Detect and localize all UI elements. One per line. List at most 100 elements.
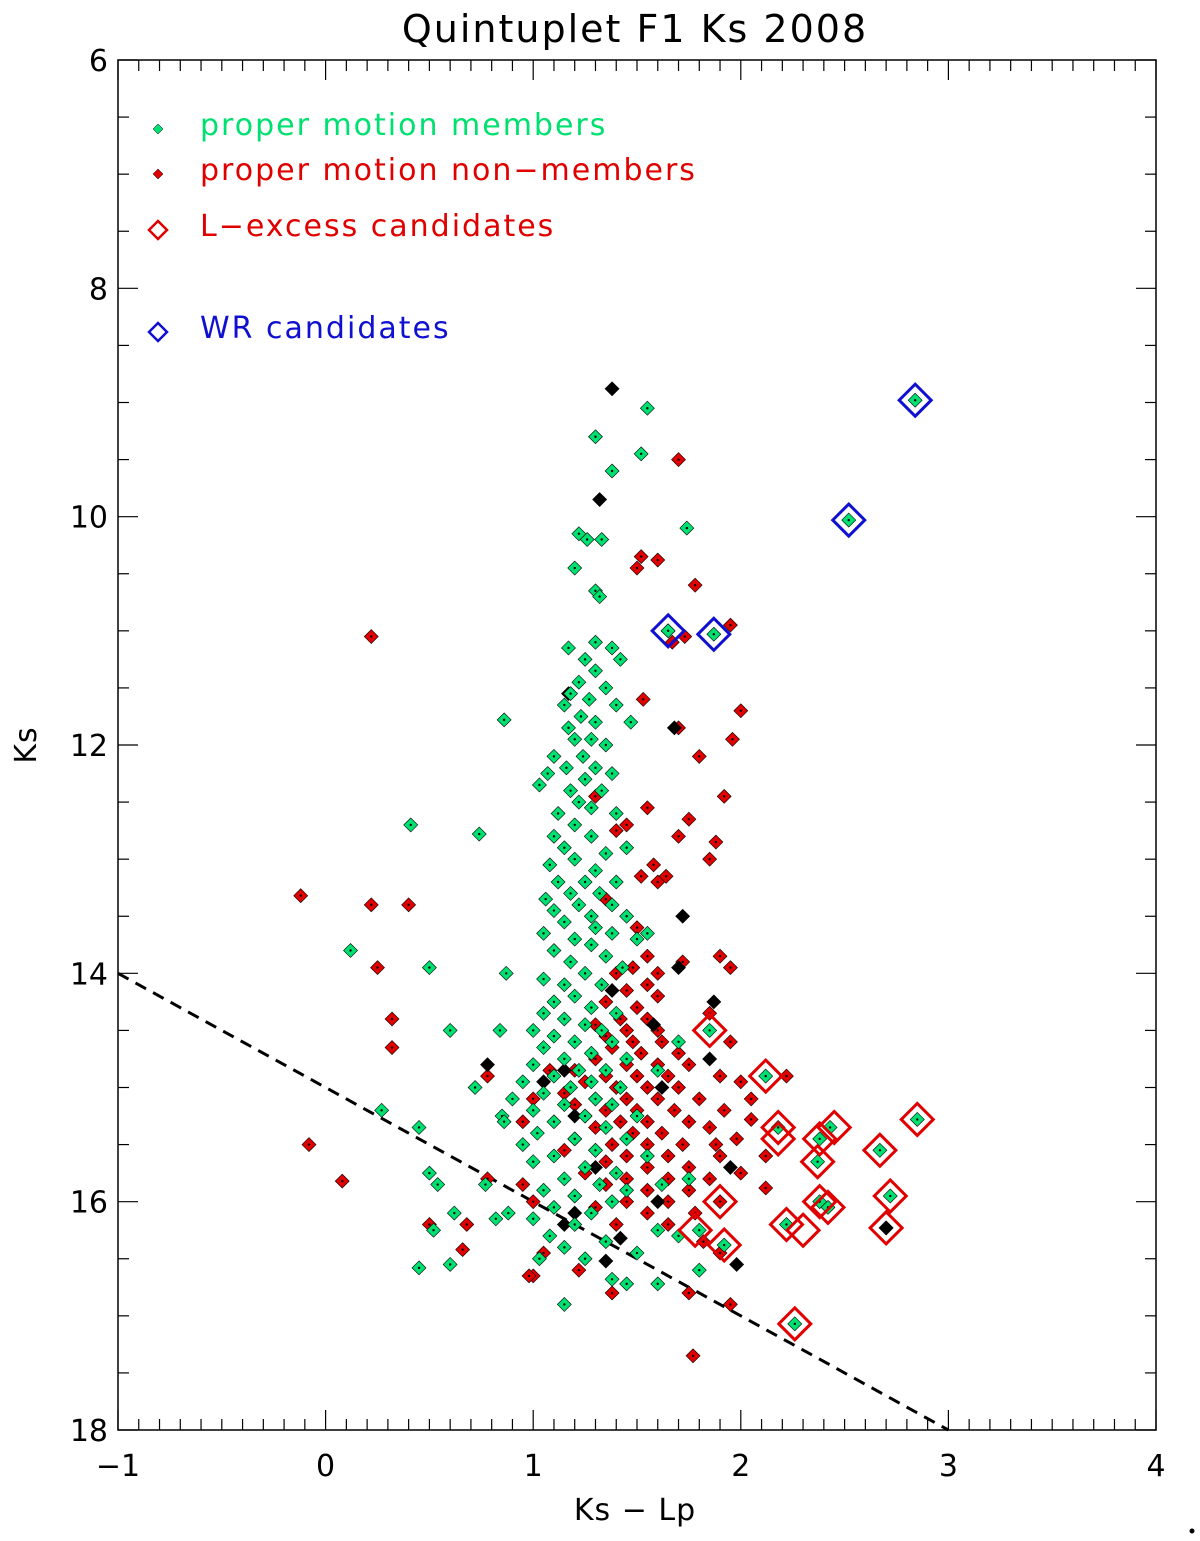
data-point-center xyxy=(583,658,587,661)
candidate-marker xyxy=(801,1183,838,1220)
data-point-center xyxy=(646,407,649,410)
data-point-center xyxy=(532,1109,535,1112)
data-point-center xyxy=(573,857,576,861)
data-point-center xyxy=(749,1097,753,1101)
data-point-center xyxy=(604,852,608,855)
data-point-center xyxy=(428,1171,431,1175)
data-point-center xyxy=(625,1029,628,1032)
data-point-center xyxy=(569,692,572,695)
data-point-center xyxy=(722,795,726,798)
data-point-center xyxy=(569,789,572,792)
data-point-center xyxy=(594,641,597,644)
data-point-center xyxy=(619,1120,622,1123)
data-point-center xyxy=(552,755,556,758)
data-point-center xyxy=(673,1109,676,1112)
data-point-center xyxy=(615,829,618,832)
data-point-center xyxy=(594,589,597,593)
data-point-center xyxy=(563,1069,566,1072)
data-point-center xyxy=(764,1154,767,1158)
data-point-center xyxy=(542,1092,545,1095)
data-point-center xyxy=(735,1263,738,1266)
data-point-center xyxy=(656,972,659,975)
data-point-center xyxy=(598,892,601,895)
data-point-center xyxy=(610,1291,614,1295)
data-point-center xyxy=(698,755,701,758)
data-point-center xyxy=(542,1189,545,1192)
data-point-center xyxy=(563,1177,566,1181)
data-point-center xyxy=(625,1057,628,1061)
candidate-marker xyxy=(830,501,867,539)
data-point-center xyxy=(681,915,684,918)
x-axis-label: Ks − Lp xyxy=(574,1493,696,1528)
data-point-center xyxy=(642,698,645,701)
data-point-center xyxy=(739,1080,742,1083)
data-point-center xyxy=(646,983,649,986)
data-point-center xyxy=(656,1229,659,1232)
data-point-center xyxy=(552,1120,556,1123)
data-point-center xyxy=(594,1166,597,1169)
data-point-center xyxy=(546,772,549,775)
data-point-center xyxy=(567,646,570,650)
plot-area xyxy=(117,59,1157,1431)
data-point-center xyxy=(631,1131,635,1135)
data-point-center xyxy=(573,1223,576,1226)
data-point-center xyxy=(494,1217,498,1220)
data-point-center xyxy=(652,863,655,867)
data-point-center xyxy=(594,1149,597,1152)
data-point-center xyxy=(428,966,431,969)
data-point-center xyxy=(619,658,622,661)
data-point-center xyxy=(677,966,680,969)
candidate-marker xyxy=(861,1132,899,1169)
data-point-center xyxy=(729,1166,732,1169)
data-point-center xyxy=(625,915,628,918)
data-point-center xyxy=(577,1069,581,1072)
data-point-center xyxy=(625,846,628,849)
data-point-center xyxy=(577,800,581,804)
data-point-center xyxy=(635,937,639,941)
data-point-center xyxy=(625,1189,628,1192)
data-point-center xyxy=(563,846,566,849)
data-point-center xyxy=(563,983,566,986)
data-point-center xyxy=(739,1171,742,1175)
data-point-center xyxy=(594,1206,597,1209)
legend: proper motion members proper motion non−m… xyxy=(147,108,695,346)
candidate-marker xyxy=(899,1101,936,1138)
dashed-reference-line xyxy=(117,972,950,1432)
data-point-center xyxy=(660,1183,664,1186)
candidate-marker xyxy=(650,612,687,649)
data-point-center xyxy=(828,1126,832,1129)
data-point-center xyxy=(646,1120,649,1123)
data-point-center xyxy=(677,835,680,838)
data-point-center xyxy=(598,595,601,598)
data-point-center xyxy=(573,994,576,998)
data-point-center xyxy=(563,1303,566,1306)
data-point-center xyxy=(563,1149,566,1152)
data-point-center xyxy=(615,972,618,975)
data-point-center xyxy=(729,966,732,969)
data-point-center xyxy=(532,1097,535,1101)
data-point-center xyxy=(718,1154,722,1158)
data-point-center xyxy=(610,646,614,650)
x-tick-label: 0 xyxy=(316,1449,335,1484)
data-point-center xyxy=(621,966,624,969)
data-point-center xyxy=(552,1000,556,1004)
data-point-center xyxy=(573,1040,576,1044)
y-tick-label: 18 xyxy=(70,1414,108,1449)
data-point-center xyxy=(660,1086,664,1089)
data-point-center xyxy=(563,703,566,707)
data-point-center xyxy=(536,1131,539,1135)
data-point-center xyxy=(610,387,614,390)
data-point-center xyxy=(598,1183,601,1186)
data-point-center xyxy=(656,994,659,998)
data-point-center xyxy=(666,1154,670,1158)
data-point-center xyxy=(548,1069,552,1072)
data-point-center xyxy=(646,932,649,935)
data-point-center xyxy=(604,1000,608,1004)
data-point-center xyxy=(527,1274,531,1278)
reference-lines xyxy=(117,972,950,1432)
data-point-center xyxy=(631,966,635,969)
data-point-center xyxy=(735,1137,738,1141)
data-point-center xyxy=(708,1177,711,1181)
data-point-center xyxy=(722,1109,726,1112)
